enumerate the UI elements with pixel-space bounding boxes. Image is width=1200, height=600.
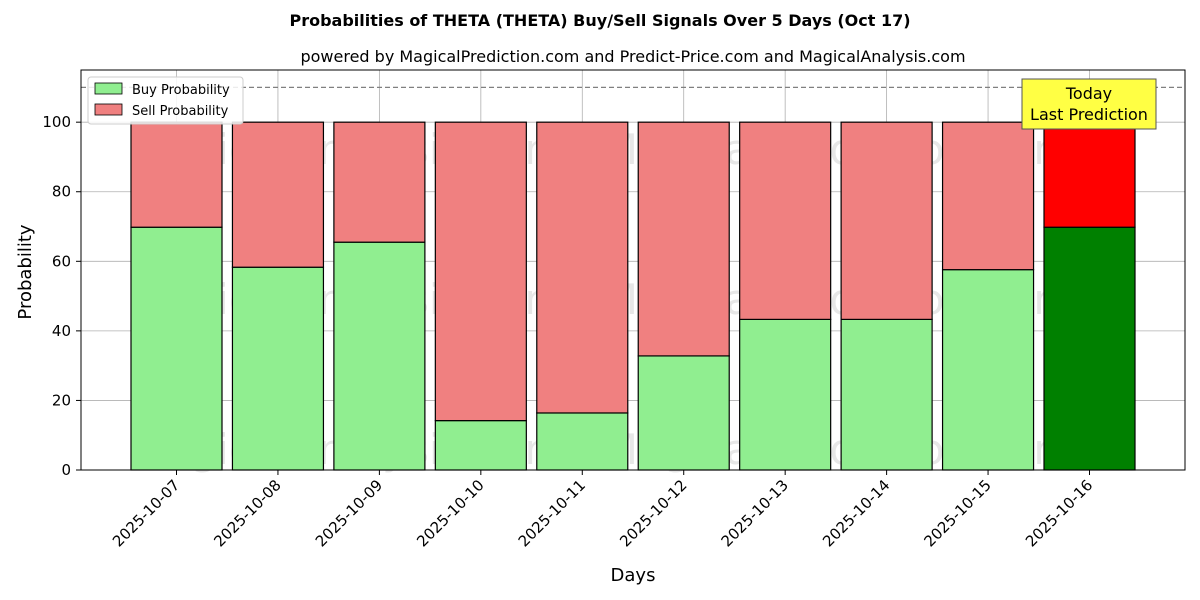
bar-sell-2025-10-09: [333, 121, 426, 243]
legend-label-sell: Sell Probability: [132, 104, 229, 119]
y-axis-ticks: 0 20 40 60 80 100: [42, 113, 81, 479]
x-tick-label: 2025-10-16: [1022, 476, 1096, 550]
x-axis-ticks: 2025-10-07 2025-10-08 2025-10-09 2025-10-10…: [109, 470, 1096, 550]
x-tick-label: 2025-10-11: [515, 476, 589, 550]
today-annotation-box: [1021, 78, 1157, 130]
bar-buy-2025-10-10: [434, 420, 527, 471]
y-tick-label: 40: [52, 322, 71, 340]
bar-sell-2025-10-08: [231, 121, 325, 268]
bar-buy-2025-10-16: [1043, 226, 1136, 471]
bar-sell-2025-10-16: [1043, 121, 1136, 228]
today-label: Today: [1065, 84, 1112, 103]
plot-frame: [80, 69, 1186, 471]
bar-sell-2025-10-10: [434, 121, 527, 422]
chart-subtitle: powered by MagicalPrediction.com and Pre…: [300, 47, 965, 66]
y-tick-label: 100: [42, 113, 71, 131]
legend-swatch-sell: [94, 103, 123, 116]
y-tick-label: 60: [52, 252, 71, 270]
y-tick-label: 0: [61, 461, 71, 479]
x-tick-label: 2025-10-14: [819, 476, 893, 550]
last-prediction-label: Last Prediction: [1030, 105, 1148, 124]
bar-sell-2025-10-07: [130, 121, 223, 228]
legend-swatch-buy: [94, 82, 123, 95]
bars: [130, 121, 1136, 471]
x-tick-label: 2025-10-09: [312, 476, 386, 550]
x-tick-label: 2025-10-08: [210, 476, 284, 550]
x-tick-label: 2025-10-10: [413, 476, 487, 550]
bar-buy-2025-10-11: [536, 412, 629, 471]
bar-buy-2025-10-15: [941, 269, 1035, 471]
x-tick-label: 2025-10-12: [616, 476, 690, 550]
x-axis-label: Days: [611, 565, 656, 586]
bar-sell-2025-10-14: [840, 121, 933, 320]
bar-buy-2025-10-12: [637, 355, 730, 471]
bar-buy-2025-10-08: [231, 266, 325, 471]
bar-sell-2025-10-13: [739, 121, 832, 320]
bar-buy-2025-10-07: [130, 226, 223, 471]
y-tick-label: 80: [52, 183, 71, 201]
x-tick-label: 2025-10-15: [921, 476, 995, 550]
y-tick-label: 20: [52, 391, 71, 409]
legend-box: [87, 76, 244, 125]
bar-sell-2025-10-15: [941, 121, 1035, 271]
y-axis-label: Probability: [15, 224, 36, 319]
chart-title: Probabilities of THETA (THETA) Buy/Sell …: [289, 11, 910, 30]
bar-sell-2025-10-12: [637, 121, 730, 357]
legend-label-buy: Buy Probability: [132, 83, 230, 98]
today-annotation: Today Last Prediction: [1021, 78, 1157, 130]
x-tick-label: 2025-10-13: [718, 476, 792, 550]
x-tick-label: 2025-10-07: [109, 476, 183, 550]
bar-buy-2025-10-14: [840, 318, 933, 471]
bar-sell-2025-10-11: [536, 121, 629, 414]
bar-buy-2025-10-09: [333, 241, 426, 471]
legend: Buy Probability Sell Probability: [87, 76, 244, 125]
bar-buy-2025-10-13: [739, 318, 832, 471]
